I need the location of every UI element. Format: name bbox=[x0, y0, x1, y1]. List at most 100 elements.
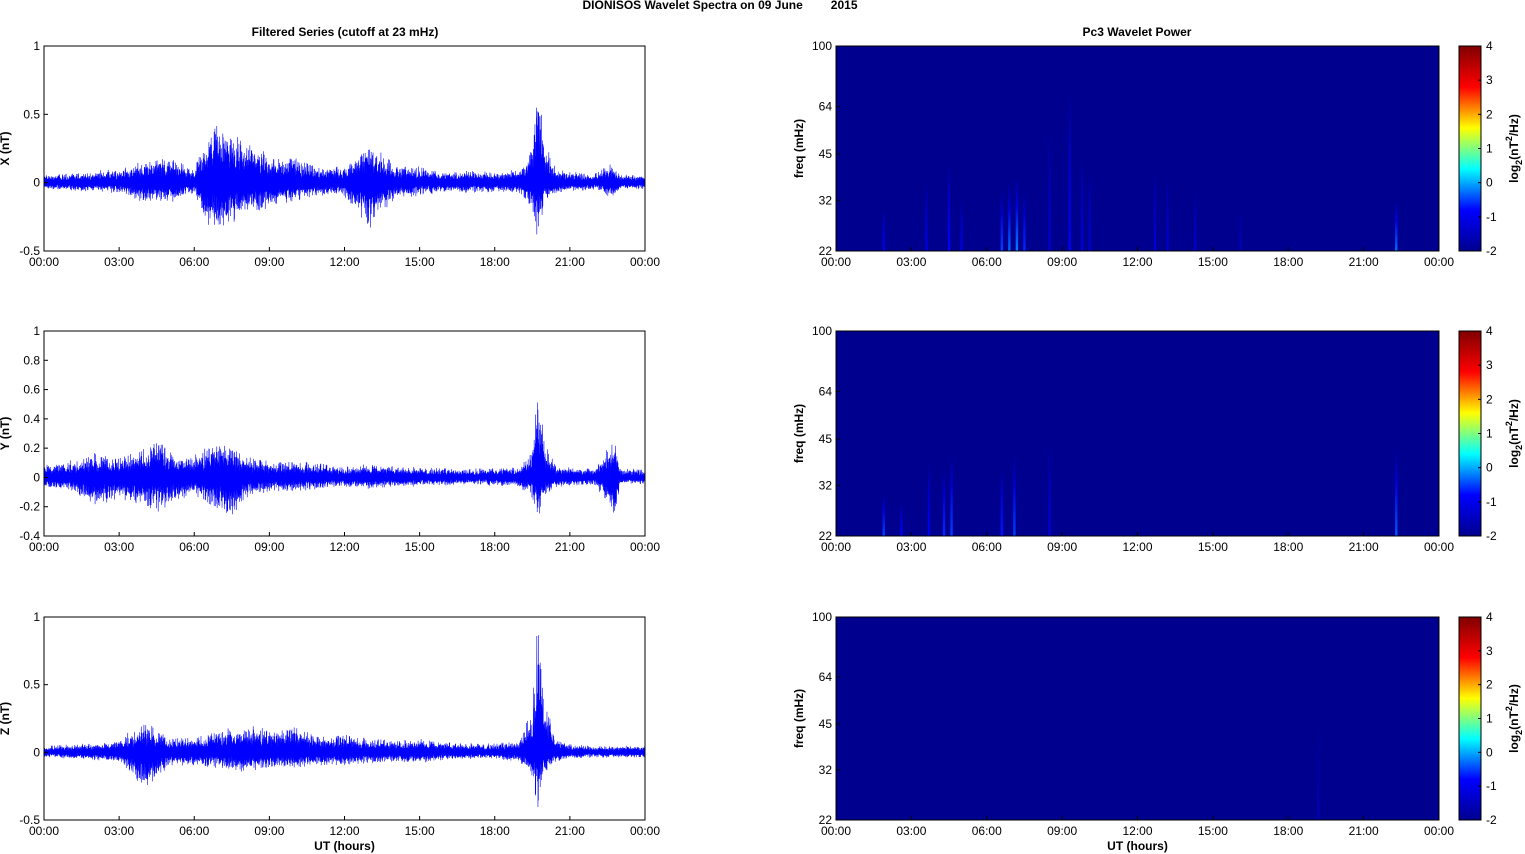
y-series-xtick-label: 21:00 bbox=[555, 540, 585, 554]
x-power-colorbar-tick-label: 3 bbox=[1486, 73, 1493, 87]
x-power-ytick-label: 64 bbox=[819, 99, 833, 113]
y-series-xtick-label: 15:00 bbox=[405, 540, 435, 554]
z-power-xtick-label: 00:00 bbox=[821, 824, 851, 838]
y-series-ylabel: Y (nT) bbox=[0, 417, 12, 451]
z-power-ytick-label: 22 bbox=[819, 813, 833, 827]
x-power-colorbar-tick-label: 1 bbox=[1486, 142, 1493, 156]
y-series-ytick-label: 0.2 bbox=[23, 441, 40, 455]
x-series-plot-area bbox=[44, 46, 645, 251]
x-power-burst bbox=[947, 163, 951, 251]
x-power-xtick-label: 06:00 bbox=[972, 255, 1002, 269]
x-power-burst bbox=[1008, 184, 1011, 251]
z-series-signal bbox=[43, 635, 646, 808]
y-series-xtick-label: 12:00 bbox=[329, 540, 359, 554]
y-power-heatmap-background bbox=[836, 331, 1439, 536]
x-power-xtick-label: 00:00 bbox=[1424, 255, 1454, 269]
z-power-xtick-label: 15:00 bbox=[1198, 824, 1228, 838]
y-series-xtick-label: 09:00 bbox=[254, 540, 284, 554]
y-series-xtick-label: 03:00 bbox=[104, 540, 134, 554]
z-power-xtick-label: 18:00 bbox=[1273, 824, 1303, 838]
z-power-burst bbox=[1317, 727, 1320, 820]
x-series-ytick-label: 0.5 bbox=[23, 107, 40, 121]
z-power-xtick-label: 12:00 bbox=[1122, 824, 1152, 838]
y-series-ytick-label: 0.6 bbox=[23, 383, 40, 397]
x-power-burst bbox=[1015, 177, 1019, 251]
x-series-ylabel: X (nT) bbox=[0, 132, 12, 166]
z-series-xtick-label: 06:00 bbox=[179, 824, 209, 838]
z-series-ytick-label: -0.5 bbox=[19, 813, 40, 827]
figure-title-year: 2015 bbox=[831, 0, 858, 12]
x-power-burst bbox=[960, 200, 963, 251]
y-series-panel: -0.4 -0.2 0 0.2 0.4 0.6 0.8 1 00:00 03:00 06:00 09:… bbox=[0, 324, 660, 554]
y-power-ylabel: freq (mHz) bbox=[792, 404, 806, 463]
x-series-signal bbox=[43, 107, 646, 235]
x-series-xtick-label: 00:00 bbox=[29, 255, 59, 269]
z-power-ytick-label: 32 bbox=[819, 763, 833, 777]
left-column-title: Filtered Series (cutoff at 23 mHz) bbox=[252, 25, 439, 39]
x-series-xtick-label: 18:00 bbox=[480, 255, 510, 269]
z-power-colorbar-tick-label: 1 bbox=[1486, 712, 1493, 726]
y-series-ytick-label: 0.8 bbox=[23, 353, 40, 367]
z-power-colorbar-tick-label: -2 bbox=[1486, 813, 1497, 827]
z-power-colorbar-label: log2(nT2/Hz) bbox=[1504, 684, 1524, 753]
y-power-burst bbox=[1000, 469, 1004, 536]
y-series-xtick-label: 18:00 bbox=[480, 540, 510, 554]
z-power-colorbar-tick-label: 3 bbox=[1486, 644, 1493, 658]
z-power-colorbar-tick-label: 4 bbox=[1486, 610, 1493, 624]
y-power-colorbar-tick-label: 0 bbox=[1486, 461, 1493, 475]
z-series-xtick-label: 00:00 bbox=[29, 824, 59, 838]
x-series-ytick-label: -0.5 bbox=[19, 244, 40, 258]
y-power-burst bbox=[1048, 442, 1051, 536]
x-power-xtick-label: 18:00 bbox=[1273, 255, 1303, 269]
x-power-burst bbox=[1068, 90, 1071, 251]
y-power-ytick-label: 32 bbox=[819, 478, 833, 492]
x-power-colorbar-tick-label: 0 bbox=[1486, 176, 1493, 190]
y-power-ytick-label: 100 bbox=[812, 324, 832, 338]
y-power-xtick-label: 06:00 bbox=[972, 540, 1002, 554]
x-power-colorbar-tick-label: 2 bbox=[1486, 107, 1493, 121]
z-power-colorbar-tick-label: 0 bbox=[1486, 745, 1493, 759]
y-series-ytick-label: 0 bbox=[33, 470, 40, 484]
z-power-xtick-label: 03:00 bbox=[896, 824, 926, 838]
y-power-colorbar-tick-label: 2 bbox=[1486, 392, 1493, 406]
z-power-ylabel: freq (mHz) bbox=[792, 689, 806, 748]
x-power-burst bbox=[1081, 157, 1084, 251]
y-power-xtick-label: 03:00 bbox=[896, 540, 926, 554]
y-power-burst bbox=[900, 503, 903, 536]
x-power-xtick-label: 00:00 bbox=[821, 255, 851, 269]
x-series-xtick-label: 00:00 bbox=[630, 255, 660, 269]
x-power-ytick-label: 32 bbox=[819, 193, 833, 207]
y-power-burst bbox=[1013, 455, 1016, 536]
z-series-ylabel: Z (nT) bbox=[0, 702, 12, 735]
y-power-burst bbox=[950, 455, 953, 536]
z-power-ytick-label: 100 bbox=[812, 610, 832, 624]
y-series-xtick-label: 06:00 bbox=[179, 540, 209, 554]
y-power-xtick-label: 12:00 bbox=[1122, 540, 1152, 554]
y-power-colorbar-tick-label: 3 bbox=[1486, 358, 1493, 372]
figure-title: DIONISOS Wavelet Spectra on 09 June 2015 bbox=[583, 0, 858, 12]
y-series-ytick-label: 1 bbox=[33, 324, 40, 338]
y-power-colorbar-label: log2(nT2/Hz) bbox=[1504, 399, 1524, 468]
y-power-colorbar-tick-label: 1 bbox=[1486, 427, 1493, 441]
z-series-xtick-label: 09:00 bbox=[254, 824, 284, 838]
x-series-ytick-label: 1 bbox=[33, 39, 40, 53]
x-power-burst bbox=[1048, 129, 1051, 251]
x-power-colorbar-tick-label: -2 bbox=[1486, 244, 1497, 258]
z-series-xtick-label: 18:00 bbox=[480, 824, 510, 838]
y-series-signal bbox=[43, 402, 646, 515]
x-power-burst bbox=[1023, 192, 1026, 251]
y-series-ytick-label: -0.2 bbox=[19, 500, 40, 514]
z-series-plot-area bbox=[44, 617, 645, 820]
y-power-ytick-label: 22 bbox=[819, 529, 833, 543]
figure-title-main: DIONISOS Wavelet Spectra on 09 June bbox=[583, 0, 804, 12]
y-power-ytick-label: 45 bbox=[819, 432, 833, 446]
y-power-xtick-label: 00:00 bbox=[1424, 540, 1454, 554]
z-power-xtick-label: 09:00 bbox=[1047, 824, 1077, 838]
y-power-colorbar-tick-label: 4 bbox=[1486, 324, 1493, 338]
z-power-heatmap-background bbox=[836, 617, 1439, 820]
z-power-ytick-label: 45 bbox=[819, 717, 833, 731]
x-power-burst bbox=[1000, 192, 1004, 251]
y-series-plot-area bbox=[44, 331, 645, 536]
